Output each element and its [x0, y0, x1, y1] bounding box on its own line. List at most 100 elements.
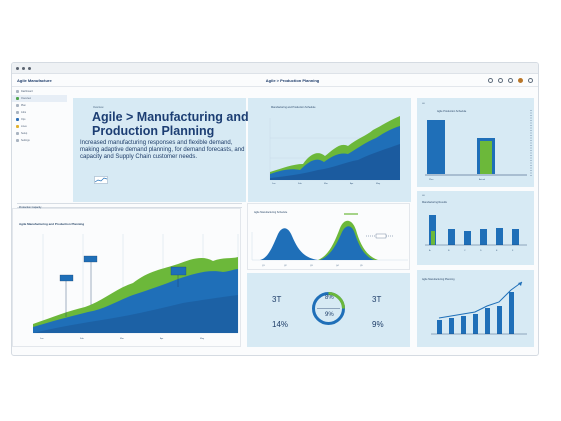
- results-title: Manufacturing Results: [422, 201, 447, 204]
- sidebar-item-overview[interactable]: Overview: [12, 95, 67, 102]
- kpi-top-left: 3T: [272, 295, 282, 304]
- sidebar-item-label: Settings: [21, 139, 30, 142]
- dashboard-icon: [16, 90, 19, 93]
- ops-icon: [16, 118, 19, 121]
- svg-text:Feb: Feb: [80, 338, 85, 340]
- results-menu-icon[interactable]: •••: [422, 194, 425, 197]
- svg-text:Apr: Apr: [160, 337, 164, 340]
- lines-icon: [16, 125, 19, 128]
- hero-description: Increased manufacturing responses and fl…: [80, 140, 245, 160]
- page-title: Agile > Production Planning: [265, 77, 320, 83]
- main-chart-title: Manufacturing and Production Schedule: [271, 106, 316, 109]
- results-panel: ••• Manufacturing Results A B C D E F: [417, 191, 534, 265]
- planning-title: Agile Manufacturing Planning: [422, 278, 455, 281]
- avatar[interactable]: [518, 77, 523, 83]
- capacity-chart-title: Agile Manufacturing and Production Plann…: [19, 222, 85, 226]
- sidebar-item-settings[interactable]: Settings: [12, 137, 67, 144]
- sidebar-item-jobs[interactable]: Jobs: [12, 109, 67, 116]
- production-bar-panel: ••• Agile Production Schedule Plan Actual: [417, 98, 534, 187]
- svg-text:C: C: [464, 250, 466, 252]
- results-bar-chart: A B C D E F: [425, 215, 527, 252]
- sidebar-header-label: Dashboard: [21, 90, 33, 93]
- svg-text:B: B: [448, 250, 450, 252]
- svg-text:Q2: Q2: [284, 265, 288, 267]
- settings-icon: [16, 139, 19, 142]
- sidebar-item-lines[interactable]: Lines: [12, 123, 67, 130]
- schedule-chart-panel: Agile Manufacturing Schedule Q1 Q2 Q3 Q4 Q5: [247, 203, 410, 270]
- kpi-center-bottom: 9%: [325, 312, 334, 318]
- bell-icon[interactable]: [498, 77, 503, 83]
- svg-text:F: F: [512, 250, 514, 252]
- sidebar-item-ops[interactable]: Ops: [12, 116, 67, 123]
- sidebar-item-label: Jobs: [21, 111, 27, 114]
- svg-text:Actual: Actual: [479, 178, 486, 181]
- svg-text:Q1: Q1: [262, 265, 266, 267]
- filter-bar[interactable]: [17, 203, 242, 208]
- callout-1: [59, 274, 74, 282]
- overview-icon: [16, 97, 19, 100]
- hero-tag: Overview: [93, 106, 104, 109]
- kpi-bottom-left: 14%: [272, 320, 289, 329]
- setup-icon: [16, 132, 19, 135]
- sidebar-item-label: Lines: [21, 125, 27, 128]
- sidebar-item-label: Plan: [21, 104, 26, 107]
- search-icon[interactable]: [488, 77, 493, 83]
- kpi-bottom-right: 9%: [372, 320, 384, 329]
- bar-series-1: [427, 120, 445, 174]
- svg-text:Feb: Feb: [298, 183, 303, 185]
- appbar-icons: [488, 77, 533, 83]
- kpi-center-top: 8%: [325, 295, 334, 301]
- capacity-chart-panel: Production Capacity Agile Manufacturing …: [12, 206, 241, 347]
- bar-panel-title: Agile Production Schedule: [437, 110, 467, 113]
- planning-bar-chart: [431, 281, 527, 335]
- schedule-chart-title: Agile Manufacturing Schedule: [254, 211, 288, 214]
- schedule-bell-chart: Q1 Q2 Q3 Q4 Q5: [251, 213, 408, 267]
- kpi-top-right: 3T: [372, 295, 382, 304]
- callout-3: [170, 266, 187, 276]
- sidebar-item-plan[interactable]: Plan: [12, 102, 67, 109]
- svg-text:May: May: [376, 183, 381, 185]
- brand-logo[interactable]: Agile Manufacture: [17, 77, 52, 83]
- app-window: Agile Manufacture Agile > Production Pla…: [11, 62, 539, 356]
- capacity-area-chart: Jan Feb Mar Apr May: [33, 234, 239, 340]
- window-chrome: [12, 63, 538, 74]
- sidebar-item-setup[interactable]: Setup: [12, 130, 67, 137]
- panel-menu-icon[interactable]: •••: [422, 102, 425, 105]
- svg-text:Plan: Plan: [429, 179, 434, 181]
- sidebar-item-label: Setup: [21, 132, 28, 135]
- svg-text:Mar: Mar: [324, 182, 328, 185]
- sidebar: Dashboard Overview Plan Jobs Ops Lines S…: [12, 88, 67, 150]
- apps-icon[interactable]: [508, 77, 513, 83]
- kpi-donut: [312, 292, 345, 325]
- svg-text:Q3: Q3: [310, 265, 314, 267]
- svg-text:Jan: Jan: [272, 183, 276, 185]
- svg-text:D: D: [480, 250, 482, 252]
- svg-text:Apr: Apr: [350, 182, 354, 185]
- svg-text:Q4: Q4: [336, 265, 340, 267]
- window-dot-maximize[interactable]: [28, 66, 31, 70]
- svg-text:A: A: [429, 249, 431, 252]
- sidebar-item-label: Ops: [21, 118, 26, 121]
- jobs-icon: [16, 111, 19, 114]
- bar-series-2-highlight: [480, 141, 492, 174]
- window-dot-close[interactable]: [16, 66, 19, 70]
- plan-icon: [16, 104, 19, 107]
- settings-icon[interactable]: [528, 77, 533, 83]
- callout-2: [83, 255, 98, 263]
- svg-text:E: E: [496, 250, 498, 252]
- svg-text:Jan: Jan: [40, 338, 44, 340]
- kpi-panel: 3T 3T 14% 9% 8% 9%: [247, 273, 410, 347]
- app-bar: Agile Manufacture Agile > Production Pla…: [12, 74, 538, 87]
- hero-panel: Overview Agile > Manufacturing and Produ…: [73, 98, 249, 202]
- chart-thumbnail-icon[interactable]: [94, 176, 108, 184]
- sidebar-item-label: Overview: [21, 97, 31, 100]
- bar-chart: Plan Actual: [425, 110, 532, 181]
- window-dot-minimize[interactable]: [22, 66, 25, 70]
- main-chart-panel: Manufacturing and Production Schedule Ja…: [248, 98, 411, 202]
- svg-text:May: May: [200, 338, 205, 340]
- planning-panel: Agile Manufacturing Planning: [417, 270, 534, 347]
- main-area-chart: Jan Feb Mar Apr May: [269, 116, 400, 185]
- svg-text:Mar: Mar: [120, 337, 124, 340]
- svg-text:Q5: Q5: [360, 265, 364, 267]
- capacity-toolbar: Production Capacity: [19, 206, 42, 209]
